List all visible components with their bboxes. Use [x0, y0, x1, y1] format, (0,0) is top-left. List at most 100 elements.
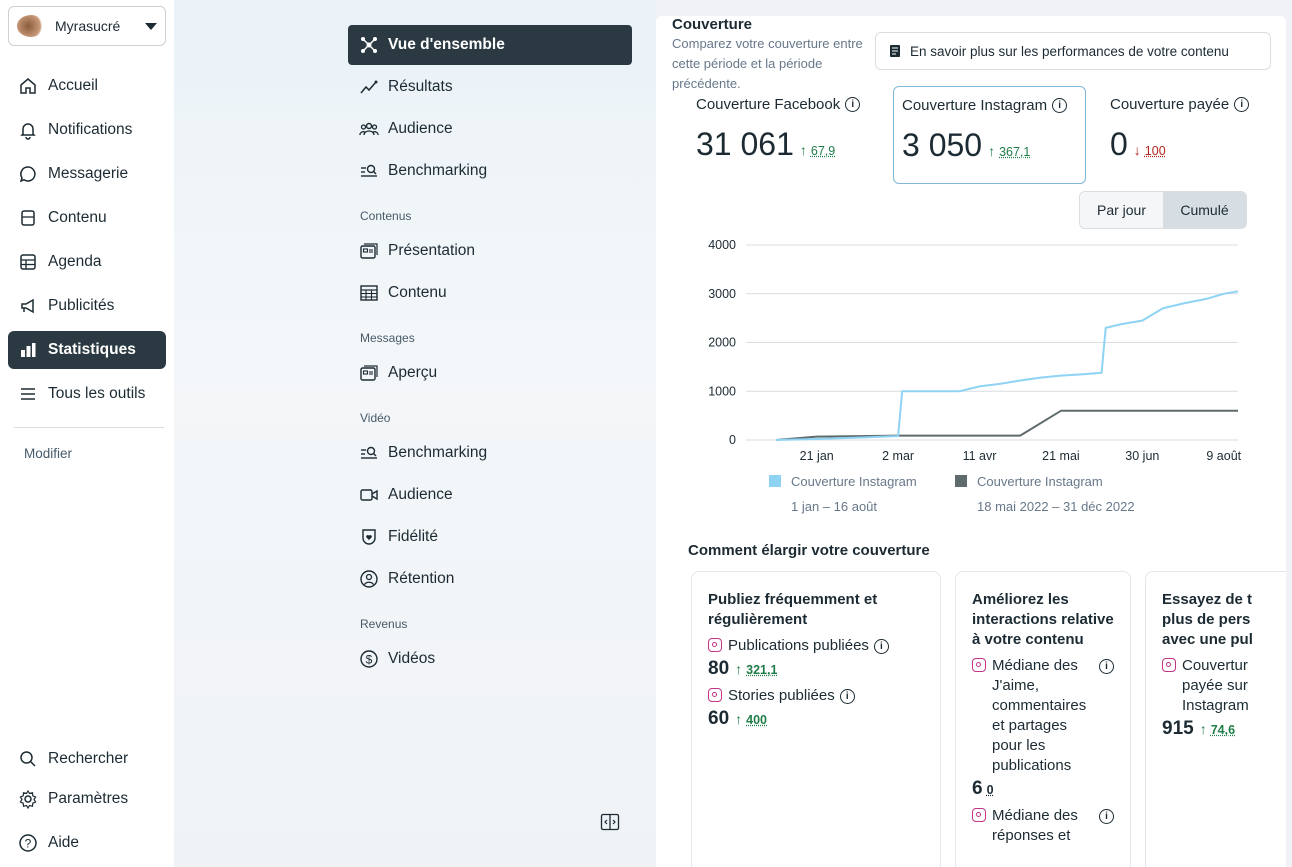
tip-metric-label: Médiane des J'aime, commentaires et part… [992, 657, 1087, 774]
delta-value: 321,1 [746, 663, 778, 677]
nav-item-statistiques[interactable]: Statistiques [8, 331, 166, 369]
view-toggle: Par jour Cumulé [1079, 191, 1247, 229]
subnav-item-apercu[interactable]: Aperçu [348, 353, 632, 393]
help-icon: ? [18, 833, 38, 853]
info-icon[interactable]: i [1099, 809, 1114, 824]
y-tick-label: 3000 [708, 287, 736, 301]
subnav-item-audience[interactable]: Audience [348, 109, 632, 149]
toggle-cumulative[interactable]: Cumulé [1163, 192, 1246, 228]
account-switcher[interactable]: Myrasucré [8, 6, 166, 46]
subnav-item-label: Contenu [388, 284, 447, 301]
chat-icon [18, 164, 38, 184]
tip-card-paid: Essayez de t plus de pers avec une pul C… [1145, 571, 1286, 867]
metric-instagram-reach[interactable]: Couverture Instagram i 3 050 ↑ 367,1 [893, 86, 1086, 184]
reach-card: Couverture Comparez votre couverture ent… [656, 16, 1286, 867]
content-icon [18, 208, 38, 228]
info-icon[interactable]: i [1099, 659, 1114, 674]
card-title: Couverture [672, 16, 753, 33]
message-preview-icon [358, 362, 380, 384]
subnav-item-fidelite[interactable]: Fidélité [348, 517, 632, 557]
info-icon[interactable]: i [1052, 98, 1068, 113]
nav-item-messagerie[interactable]: Messagerie [8, 155, 166, 193]
benchmark-icon [358, 442, 380, 464]
subnav-item-retention[interactable]: Rétention [348, 559, 632, 599]
subnav-item-benchmarking[interactable]: Benchmarking [348, 151, 632, 191]
subnav-item-label: Fidélité [388, 528, 438, 545]
metric-paid-reach[interactable]: Couverture payée i 0 ↓ 100 [1102, 86, 1272, 184]
delta-badge: ↑ 74,6 [1200, 721, 1235, 737]
nav-item-tous-les-outils[interactable]: Tous les outils [8, 375, 166, 413]
account-logo [17, 15, 45, 37]
modifier-link[interactable]: Modifier [24, 446, 73, 461]
y-tick-label: 4000 [708, 238, 736, 252]
nav-item-accueil[interactable]: Accueil [8, 67, 166, 105]
nav-item-publicites[interactable]: Publicités [8, 287, 166, 325]
legend-item-current: Couverture Instagram 1 jan – 16 août [769, 474, 917, 514]
nav-item-label: Messagerie [48, 165, 129, 182]
instagram-icon [972, 658, 986, 672]
nav-divider [14, 427, 164, 428]
menu-icon [18, 384, 38, 404]
delta-badge: ↑ 400 [735, 711, 767, 727]
nav-item-parametres[interactable]: Paramètres [8, 780, 166, 818]
tip-metric-value: 915 [1162, 718, 1194, 739]
learn-more-label: En savoir plus sur les performances de v… [910, 43, 1229, 59]
nav-item-label: Tous les outils [48, 385, 146, 402]
metric-label: Couverture Facebook [696, 96, 841, 113]
x-tick-label: 9 août [1206, 449, 1241, 463]
subnav-item-label: Vue d'ensemble [388, 36, 505, 53]
instagram-icon [1162, 658, 1176, 672]
svg-text:$: $ [366, 653, 373, 667]
left-navigation: Myrasucré Accueil Notifications Messager… [0, 0, 174, 867]
svg-text:?: ? [25, 837, 32, 851]
metric-facebook-reach[interactable]: Couverture Facebook i 31 061 ↑ 67,9 [688, 86, 878, 184]
subnav-item-vue-ensemble[interactable]: Vue d'ensemble [348, 25, 632, 65]
info-icon[interactable]: i [873, 639, 889, 654]
info-icon[interactable]: i [845, 97, 861, 112]
people-icon [358, 118, 380, 140]
learn-more-button[interactable]: En savoir plus sur les performances de v… [875, 32, 1271, 70]
nav-item-label: Notifications [48, 121, 133, 138]
nav-item-aide[interactable]: ? Aide [8, 824, 166, 862]
arrow-up-icon: ↑ [1199, 721, 1207, 737]
delta-badge: ↓ 100 [1134, 142, 1166, 158]
series-line-current [775, 290, 1239, 441]
delta-value: 0 [986, 783, 994, 797]
arrow-down-icon: ↓ [1133, 142, 1141, 158]
nav-item-contenu[interactable]: Contenu [8, 199, 166, 237]
delta-value: 100 [1144, 144, 1166, 158]
legend-label: Couverture Instagram [791, 474, 917, 489]
info-icon[interactable]: i [839, 689, 855, 704]
nav-item-notifications[interactable]: Notifications [8, 111, 166, 149]
subnav-item-resultats[interactable]: Résultats [348, 67, 632, 107]
y-tick-label: 2000 [708, 336, 736, 350]
subnav-heading-revenus: Revenus [360, 617, 408, 631]
delta-badge: 0 [987, 783, 994, 797]
nav-item-rechercher[interactable]: Rechercher [8, 740, 166, 778]
subnav-item-presentation[interactable]: Présentation [348, 231, 632, 271]
subnav-item-contenu[interactable]: Contenu [348, 273, 632, 313]
nav-item-label: Statistiques [48, 341, 136, 358]
metric-value: 0 [1110, 126, 1128, 162]
delta-value: 67,9 [810, 144, 836, 158]
benchmark-icon [358, 160, 380, 182]
subnav-item-videos[interactable]: $ Vidéos [348, 639, 632, 679]
presentation-icon [358, 240, 380, 262]
y-tick-label: 1000 [708, 384, 736, 398]
collapse-panel-icon[interactable] [600, 812, 620, 832]
metric-label: Couverture payée [1110, 96, 1230, 113]
legend-swatch [769, 475, 781, 487]
x-tick-label: 11 avr [963, 449, 997, 463]
x-tick-label: 30 jun [1125, 449, 1159, 463]
subnav-item-video-audience[interactable]: Audience [348, 475, 632, 515]
subnav-item-video-benchmarking[interactable]: Benchmarking [348, 433, 632, 473]
nav-item-label: Publicités [48, 297, 115, 314]
toggle-per-day[interactable]: Par jour [1080, 192, 1163, 228]
subnav-heading-video: Vidéo [360, 411, 391, 425]
delta-value: 367,1 [999, 145, 1031, 159]
info-icon[interactable]: i [1234, 97, 1250, 112]
series-line-previous [775, 409, 1238, 441]
subnav-item-label: Rétention [388, 570, 455, 587]
nav-item-agenda[interactable]: Agenda [8, 243, 166, 281]
subnav-item-label: Benchmarking [388, 444, 488, 461]
